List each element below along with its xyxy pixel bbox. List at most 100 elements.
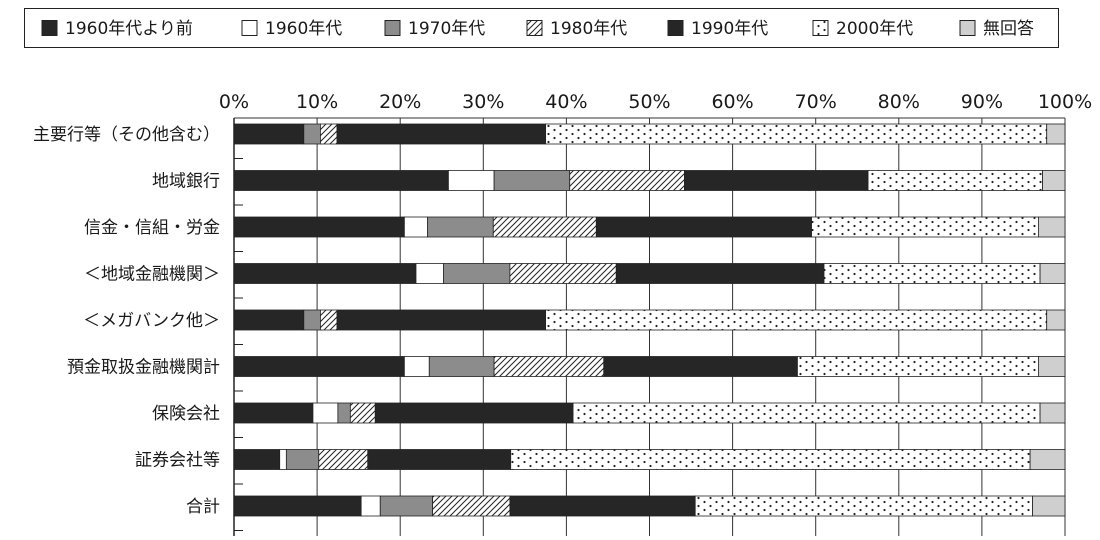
bar-segment: [312, 402, 339, 424]
bar-segment: [684, 170, 869, 191]
category-label: 預金取扱金融機関計: [67, 358, 220, 378]
bar-segment: [379, 495, 434, 517]
bar-segment: [428, 356, 495, 377]
x-tick-label: 10%: [296, 91, 338, 113]
bar-segment: [349, 402, 376, 424]
bar-segment: [374, 402, 574, 424]
legend-label: 1960年代: [265, 19, 342, 39]
bar-segment: [318, 449, 369, 470]
bar-segment: [233, 495, 362, 517]
category-label: 証券会社等: [135, 451, 220, 471]
bar-segment: [1038, 356, 1066, 377]
bar-segment: [403, 216, 429, 238]
bar-segment: [447, 170, 495, 191]
bar-segment: [233, 170, 449, 191]
bar-segment: [403, 356, 430, 377]
category-label: 地域銀行: [152, 172, 220, 192]
bar-segment: [1032, 495, 1066, 517]
bar-segment: [545, 309, 1048, 331]
axes: 0% 10% 20% 30% 40% 50% 60% 70% 80% 90% 100% 主要行等（その…: [33, 91, 1092, 536]
legend-label: 1980年代: [550, 19, 627, 39]
x-tick-label: 20%: [379, 91, 421, 113]
x-tick-label: 60%: [711, 91, 753, 113]
bar-segment: [509, 263, 617, 284]
bar-segment: [797, 356, 1039, 377]
legend-label: 1990年代: [691, 19, 768, 39]
bar-segment: [1029, 449, 1066, 470]
x-tick-label: 40%: [545, 91, 587, 113]
bar-segment: [233, 263, 417, 284]
bar-segment: [615, 263, 825, 284]
legend-swatch: [526, 20, 543, 36]
category-label: ＜メガバンク他＞: [83, 311, 220, 331]
legend-label: 1970年代: [408, 19, 485, 39]
bar-segment: [432, 495, 511, 517]
legend-swatch: [41, 20, 58, 36]
bar-segment: [493, 170, 571, 191]
bar-segment: [694, 495, 1033, 517]
bar-segment: [303, 123, 321, 145]
category-label: 保険会社: [152, 404, 220, 424]
bar-segment: [510, 449, 1031, 470]
category-label: ＜地域金融機関＞: [84, 265, 220, 285]
bar-segment: [360, 495, 381, 517]
bar-segment: [336, 123, 547, 145]
x-tick-label: 80%: [878, 91, 920, 113]
bar-segment: [320, 309, 338, 331]
x-tick-label: 90%: [961, 91, 1003, 113]
bar-segment: [427, 216, 494, 238]
bar-segment: [595, 216, 812, 238]
bar-segment: [303, 309, 321, 331]
bar-segment: [320, 123, 338, 145]
category-label: 主要行等（その他含む）: [33, 125, 220, 145]
x-tick-label: 50%: [628, 91, 670, 113]
legend-label: 1960年代より前: [65, 19, 193, 39]
bar-segment: [415, 263, 444, 284]
x-tick-label: 30%: [462, 91, 504, 113]
bar-segment: [443, 263, 511, 284]
legend-swatch: [812, 20, 829, 36]
bar-segment: [1046, 309, 1066, 331]
bar-segment: [811, 216, 1039, 238]
bar-segment: [233, 449, 281, 470]
bar-segment: [572, 402, 1041, 424]
bar-segment: [569, 170, 685, 191]
bar-segment: [493, 356, 605, 377]
legend-label: 無回答: [983, 19, 1034, 39]
legend: 1960年代より前 1960年代 1970年代 1980年代 1990年代 2000年代 無…: [24, 8, 1059, 48]
x-tick-label: 0%: [219, 91, 249, 113]
bar-segment: [823, 263, 1041, 284]
bar-segment: [233, 356, 405, 377]
bar-segment: [279, 449, 287, 470]
legend-swatch: [959, 20, 976, 36]
bar-segment: [233, 402, 314, 424]
bar-segment: [1038, 216, 1066, 238]
legend-swatch: [384, 20, 401, 36]
legend-swatch: [667, 20, 684, 36]
bar-segment: [336, 309, 547, 331]
x-tick-label: 70%: [795, 91, 837, 113]
bar-segment: [603, 356, 798, 377]
bar-segment: [1042, 170, 1066, 191]
x-tick-label: 100%: [1038, 91, 1092, 113]
bar-segment: [1039, 263, 1066, 284]
bar-segment: [337, 402, 351, 424]
legend-label: 2000年代: [836, 19, 913, 39]
bar-segment: [509, 495, 696, 517]
bar-segment: [492, 216, 597, 238]
legend-swatch: [241, 20, 258, 36]
bar-segment: [233, 309, 305, 331]
bar-segment: [233, 123, 305, 145]
bar-segment: [367, 449, 512, 470]
bar-segment: [285, 449, 320, 470]
bar-segment: [1046, 123, 1066, 145]
category-label: 信金・信組・労金: [84, 218, 220, 238]
bars: [233, 123, 1066, 517]
category-label: 合計: [186, 497, 220, 517]
bar-segment: [867, 170, 1043, 191]
bar-segment: [233, 216, 405, 238]
bar-segment: [545, 123, 1048, 145]
bar-segment: [1039, 402, 1066, 424]
